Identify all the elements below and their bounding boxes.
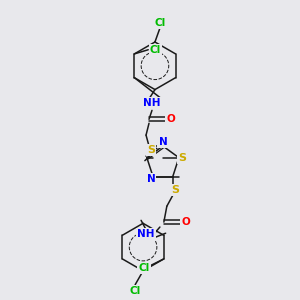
Text: O: O — [181, 217, 190, 227]
Text: S: S — [171, 185, 179, 195]
Text: Cl: Cl — [130, 286, 141, 296]
Text: S: S — [147, 145, 155, 155]
Text: NH: NH — [143, 98, 161, 108]
Text: NH: NH — [137, 229, 155, 239]
Text: S: S — [178, 153, 186, 163]
Text: Cl: Cl — [154, 18, 166, 28]
Text: O: O — [167, 114, 175, 124]
Text: Cl: Cl — [149, 45, 161, 55]
Text: N: N — [147, 175, 155, 184]
Text: N: N — [158, 137, 167, 147]
Text: Cl: Cl — [138, 263, 149, 273]
